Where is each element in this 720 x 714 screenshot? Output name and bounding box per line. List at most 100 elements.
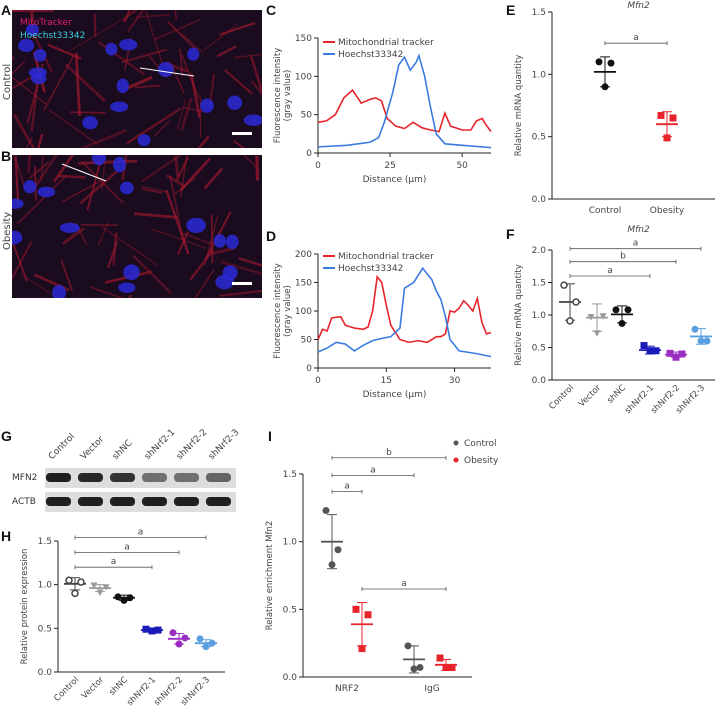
mito-fiber: [25, 137, 33, 148]
mito-fiber: [169, 175, 184, 241]
y-axis-label: Fluorescence intensity: [273, 48, 283, 144]
group-0: [64, 576, 86, 598]
group-2: [611, 305, 633, 327]
mito-fiber: [233, 140, 246, 148]
y-tick-label: 1.5: [38, 537, 52, 547]
data-point: [102, 584, 110, 591]
nucleus: [12, 230, 23, 245]
mito-fiber: [189, 249, 215, 281]
y-tick-label: 1.0: [532, 70, 547, 80]
nucleus: [137, 134, 151, 147]
y-tick-label: 0.5: [532, 133, 546, 143]
group-5: [195, 635, 217, 651]
mito-fiber: [179, 48, 184, 78]
data-point: [334, 546, 342, 554]
chart-e: 0.0 0.5 1.0 1.5 Mfn2 Relative mRNA quantity Co…: [514, 1, 715, 216]
mito-fiber: [150, 228, 206, 249]
x-tick-label: 0: [315, 376, 321, 386]
mito-fiber: [70, 111, 106, 114]
data-point: [593, 330, 601, 337]
x-tick-label: IgG: [424, 684, 439, 694]
mito-fiber: [12, 113, 36, 148]
group-1: [586, 303, 608, 337]
chart-f: 0.0 0.5 1.0 1.5 2.0 Mfn2 Relative mRNA quantit…: [514, 225, 715, 416]
mito-fiber: [249, 54, 262, 96]
data-point: [410, 665, 418, 673]
y-tick-label: 0.5: [38, 624, 52, 634]
legend-label: Mitochondrial tracker: [338, 252, 434, 262]
scale-bar: [232, 132, 252, 135]
significance-label: a: [607, 266, 613, 276]
mito-fiber: [12, 238, 28, 282]
mito-fiber: [14, 158, 26, 189]
y-tick-label: 1.0: [38, 581, 53, 591]
legend-label: Hoechst33342: [338, 50, 403, 60]
y-axis-label: (gray value): [283, 285, 293, 337]
data-point: [595, 58, 603, 66]
data-point: [358, 645, 366, 653]
mito-fiber: [12, 76, 47, 105]
data-point: [142, 625, 150, 633]
y-tick-label: 1.0: [532, 311, 547, 321]
blot-band: [206, 497, 231, 506]
nucleus: [227, 95, 243, 110]
mito-fiber: [180, 53, 200, 99]
data-point: [71, 589, 79, 598]
data-point: [77, 578, 85, 586]
legend-label: Obesity: [464, 456, 499, 466]
x-axis-label: Distance (μm): [363, 390, 427, 400]
nucleus: [123, 264, 140, 281]
mito-fiber: [48, 109, 100, 146]
mito-fiber: [182, 106, 203, 113]
y-tick-label: 1.5: [532, 8, 546, 18]
data-point: [560, 281, 568, 289]
series-line: [317, 88, 492, 133]
series-line: [317, 53, 492, 149]
data-point: [175, 640, 183, 648]
significance-label: a: [370, 465, 376, 475]
group-0: [321, 507, 343, 570]
nucleus: [113, 156, 126, 173]
profile-line: [61, 163, 107, 182]
chart-c: 0 50 100 150 0 25 50 Distance (μm) Fluorescence …: [273, 34, 492, 185]
chart-title: Mfn2: [627, 225, 650, 235]
mito-fiber: [189, 73, 201, 119]
panel-label-g: G: [1, 428, 12, 444]
x-axis-label: Distance (μm): [363, 175, 427, 185]
data-point: [114, 593, 122, 601]
mito-fiber: [100, 226, 159, 266]
mito-fiber: [176, 99, 187, 131]
y-tick-label: 1.0: [283, 538, 298, 548]
y-tick-label: 150: [295, 279, 312, 289]
x-tick-label: 0: [315, 161, 321, 171]
mito-fiber: [142, 186, 168, 193]
data-point: [640, 342, 648, 350]
y-axis-label: Relative protein expression: [20, 549, 30, 665]
significance-label: a: [633, 33, 639, 43]
scale-bar: [232, 282, 252, 285]
mito-fiber: [166, 174, 186, 188]
nucleus: [157, 61, 174, 78]
nucleus: [52, 285, 67, 298]
x-tick-label: Vector: [80, 675, 107, 702]
mito-fiber: [180, 32, 204, 54]
group-1: [656, 111, 678, 142]
blot-band: [110, 473, 135, 482]
mito-fiber: [62, 227, 85, 245]
nucleus: [119, 38, 138, 51]
blot-band: [78, 473, 103, 482]
data-point: [364, 611, 372, 619]
data-point: [607, 59, 615, 67]
data-point: [652, 347, 660, 355]
nucleus: [82, 116, 98, 130]
nucleus: [116, 78, 129, 94]
data-point: [208, 639, 216, 647]
mito-fiber: [154, 19, 200, 41]
blot-row-actb: ACTB: [12, 497, 36, 507]
mito-fiber: [97, 222, 109, 246]
mito-fiber: [40, 155, 44, 181]
mito-fiber: [135, 14, 170, 19]
data-point: [663, 134, 671, 142]
legend-marker: [453, 440, 459, 446]
